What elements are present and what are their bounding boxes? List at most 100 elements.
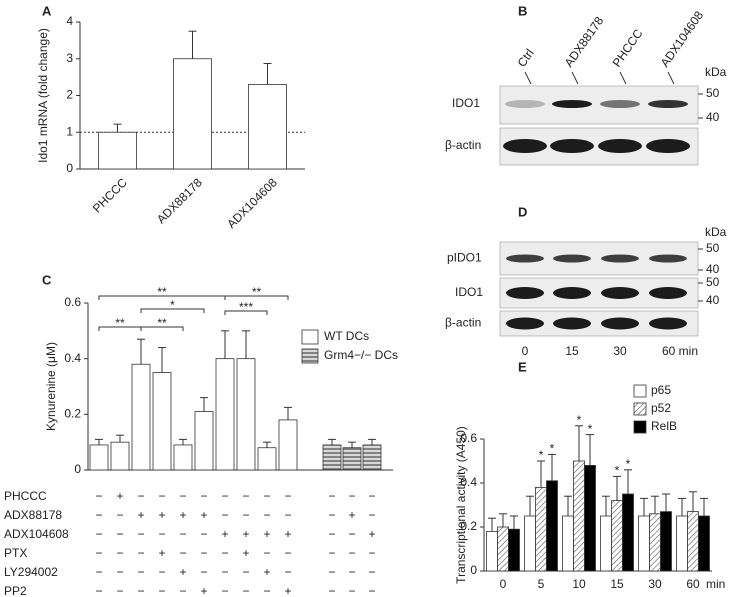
legend-label: WT DCs [324, 329, 369, 343]
treatment-sign: − [263, 546, 270, 560]
bar [497, 526, 509, 572]
treatment-label: PHCCC [4, 489, 47, 503]
row-label: β-actin [445, 138, 481, 152]
treatment-sign: − [284, 565, 291, 579]
marker-label: 40 [706, 110, 720, 124]
treatment-label: PTX [4, 546, 27, 560]
y-tick-label: 0 [74, 462, 81, 476]
significance-label: * [170, 298, 175, 312]
treatment-sign: − [263, 508, 270, 522]
treatment-sign: − [328, 584, 335, 597]
bar [676, 515, 688, 572]
treatment-sign: − [116, 508, 123, 522]
y-tick-label: 0.2 [64, 407, 81, 421]
bar [322, 444, 342, 471]
unit-label: kDa [705, 65, 727, 79]
treatment-sign: − [95, 584, 102, 597]
blot-band [649, 254, 687, 263]
treatment-label: ADX104608 [4, 527, 69, 541]
x-tick-label: 15 [610, 577, 624, 591]
treatment-sign: + [242, 546, 249, 560]
treatment-sign: + [221, 527, 228, 541]
significance-label: * [626, 457, 631, 471]
treatment-sign: − [137, 565, 144, 579]
treatment-sign: − [348, 489, 355, 503]
treatment-sign: − [368, 584, 375, 597]
legend-swatch [301, 329, 319, 345]
treatment-sign: − [263, 489, 270, 503]
lane-tick [571, 71, 579, 85]
legend-label: p65 [651, 383, 671, 397]
treatment-sign: + [284, 527, 291, 541]
significance-bracket [140, 326, 184, 331]
panel-label: B [518, 3, 527, 18]
bar [194, 411, 214, 471]
y-axis-label: Kynurenine (μM) [44, 342, 58, 431]
y-tick-label: 0.6 [460, 431, 477, 445]
blot-band [553, 254, 591, 263]
treatment-sign: − [328, 508, 335, 522]
treatment-sign: − [200, 565, 207, 579]
bar [600, 515, 612, 572]
treatment-sign: − [263, 584, 270, 597]
treatment-sign: + [137, 508, 144, 522]
significance-label: ** [157, 285, 167, 299]
treatment-sign: + [242, 527, 249, 541]
treatment-sign: − [137, 489, 144, 503]
row-label: IDO1 [455, 285, 483, 299]
treatment-sign: + [179, 508, 186, 522]
lane-label: 60 min [662, 344, 698, 358]
treatment-sign: − [137, 527, 144, 541]
treatment-sign: + [368, 527, 375, 541]
treatment-sign: − [137, 546, 144, 560]
treatment-sign: − [158, 584, 165, 597]
bar [660, 511, 672, 572]
blot-band [649, 317, 687, 330]
y-tick-label: 1 [66, 124, 73, 138]
bar [152, 372, 172, 471]
marker-label: 50 [706, 86, 720, 100]
treatment-sign: + [263, 565, 270, 579]
treatment-sign: − [179, 527, 186, 541]
row-label: pIDO1 [447, 251, 482, 265]
legend-swatch [633, 420, 647, 434]
significance-label: *** [239, 300, 253, 314]
bar [546, 480, 558, 572]
y-tick-label: 0.2 [460, 519, 477, 533]
significance-label: * [539, 448, 544, 462]
x-tick-label: 5 [538, 577, 545, 591]
lane-label: ADX104608 [658, 8, 707, 69]
bar [486, 531, 498, 572]
lane-tick [619, 71, 627, 85]
bar [362, 444, 382, 471]
panel-label: A [42, 3, 52, 18]
treatment-sign: + [200, 508, 207, 522]
bar [535, 486, 547, 572]
y-tick-label: 0.4 [460, 475, 477, 489]
legend-label: p52 [651, 401, 671, 415]
treatment-sign: − [116, 584, 123, 597]
treatment-sign: − [368, 546, 375, 560]
lane-label: 30 [613, 344, 627, 358]
treatment-sign: + [348, 508, 355, 522]
significance-label: * [550, 442, 555, 456]
treatment-sign: − [200, 546, 207, 560]
lane-label: Ctrl [515, 46, 537, 69]
treatment-sign: − [221, 489, 228, 503]
lane-tick [667, 71, 675, 85]
x-tick-label: 60 [686, 577, 700, 591]
marker-label: 40 [706, 293, 720, 307]
bar [508, 528, 520, 572]
significance-bracket [140, 308, 205, 313]
significance-label: * [577, 413, 582, 427]
treatment-sign: − [221, 546, 228, 560]
x-axis-label: min [706, 577, 725, 591]
treatment-sign: − [328, 489, 335, 503]
x-tick-label: 10 [572, 577, 586, 591]
bar [698, 515, 710, 572]
treatment-sign: − [242, 584, 249, 597]
legend-label: RelB [651, 419, 677, 433]
significance-bracket [224, 295, 289, 300]
blot-band [600, 100, 640, 108]
bar [248, 84, 287, 170]
